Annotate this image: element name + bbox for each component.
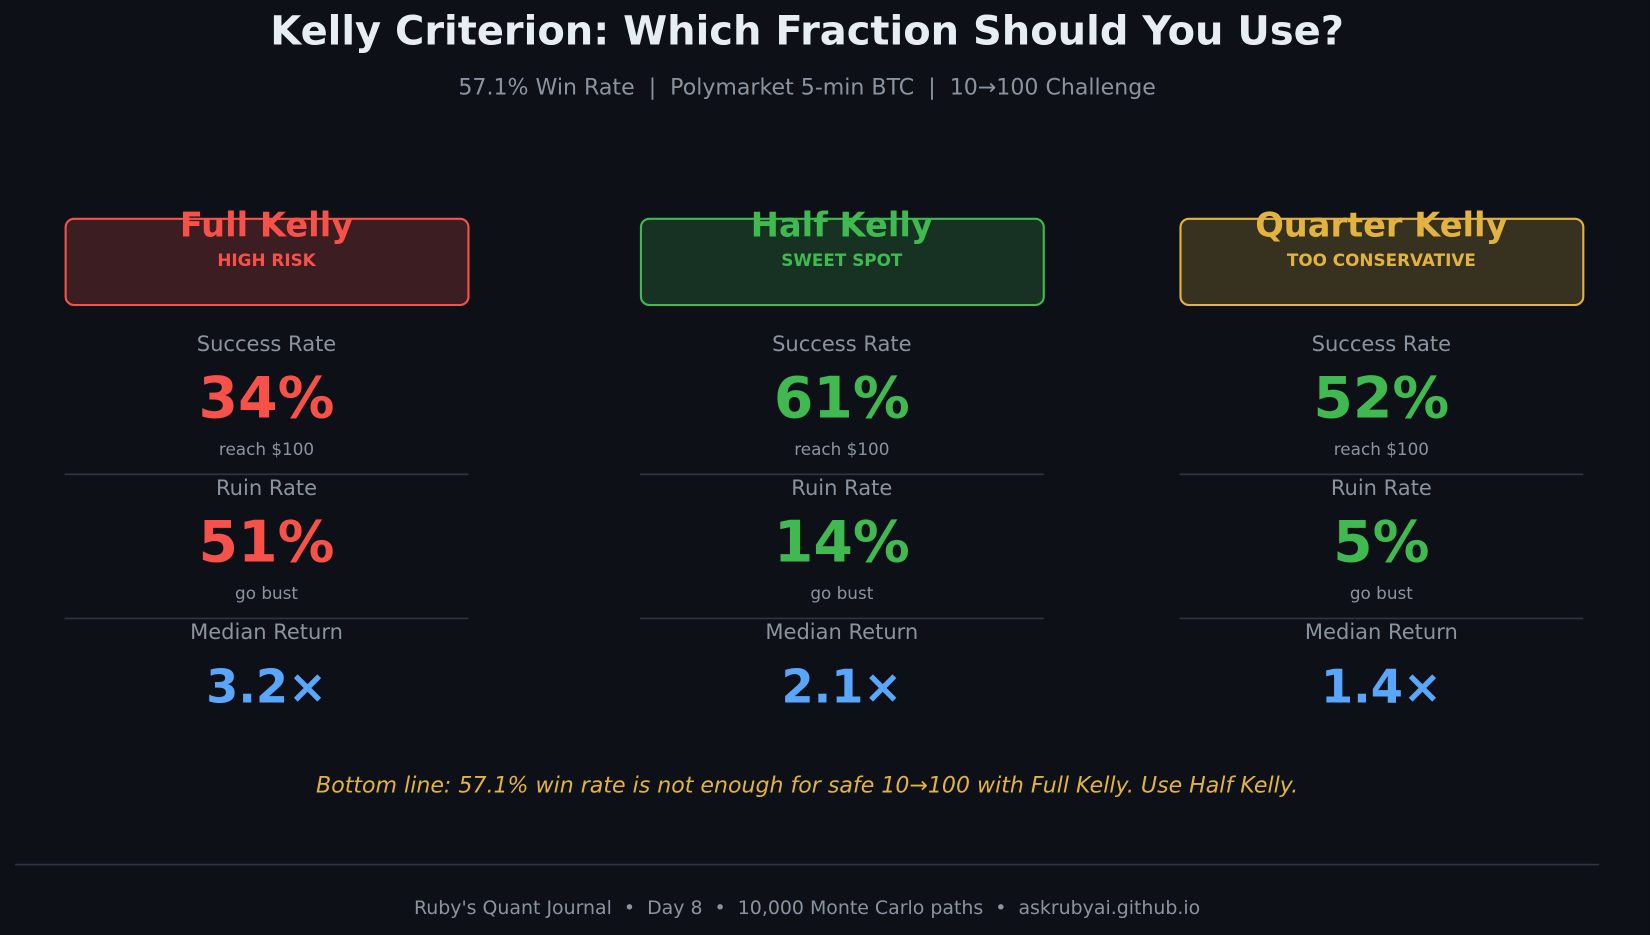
metric-value: 2.1× (781, 659, 902, 713)
metric-label: Median Return (1305, 619, 1458, 644)
metric-label: Ruin Rate (1331, 475, 1432, 500)
column-tag: SWEET SPOT (781, 250, 903, 270)
metric-value: 14% (774, 509, 910, 575)
metric-label: Median Return (190, 619, 343, 644)
metric-note: reach $100 (794, 439, 889, 459)
subtitle: 57.1% Win Rate | Polymarket 5-min BTC | … (458, 75, 1155, 100)
metric-label: Success Rate (772, 331, 911, 356)
title: Kelly Criterion: Which Fraction Should Y… (270, 9, 1344, 55)
column-tag: HIGH RISK (217, 250, 316, 270)
metric-value: 51% (199, 509, 335, 575)
column-tag: TOO CONSERVATIVE (1287, 250, 1476, 270)
metric-label: Success Rate (197, 331, 336, 356)
metric-note: go bust (810, 583, 873, 603)
column-header-box (1179, 217, 1585, 307)
metric-value: 1.4× (1321, 659, 1442, 713)
metric-note: reach $100 (219, 439, 314, 459)
metric-value: 5% (1333, 509, 1429, 575)
metric-note: reach $100 (1334, 439, 1429, 459)
metric-value: 3.2× (206, 659, 327, 713)
column-header-box (639, 217, 1045, 307)
metric-label: Median Return (765, 619, 918, 644)
column-name: Quarter Kelly (1255, 206, 1507, 245)
metric-label: Ruin Rate (791, 475, 892, 500)
metric-note: go bust (1350, 583, 1413, 603)
metric-value: 61% (774, 365, 910, 431)
metric-value: 34% (199, 365, 335, 431)
metric-label: Ruin Rate (216, 475, 317, 500)
column-header-box (64, 217, 470, 307)
column-name: Full Kelly (180, 206, 353, 245)
metric-note: go bust (235, 583, 298, 603)
footer: Ruby's Quant Journal • Day 8 • 10,000 Mo… (414, 897, 1200, 919)
metric-label: Success Rate (1312, 331, 1451, 356)
column-name: Half Kelly (751, 206, 933, 245)
bottom-line: Bottom line: 57.1% win rate is not enoug… (316, 774, 1298, 799)
metric-value: 52% (1313, 365, 1449, 431)
